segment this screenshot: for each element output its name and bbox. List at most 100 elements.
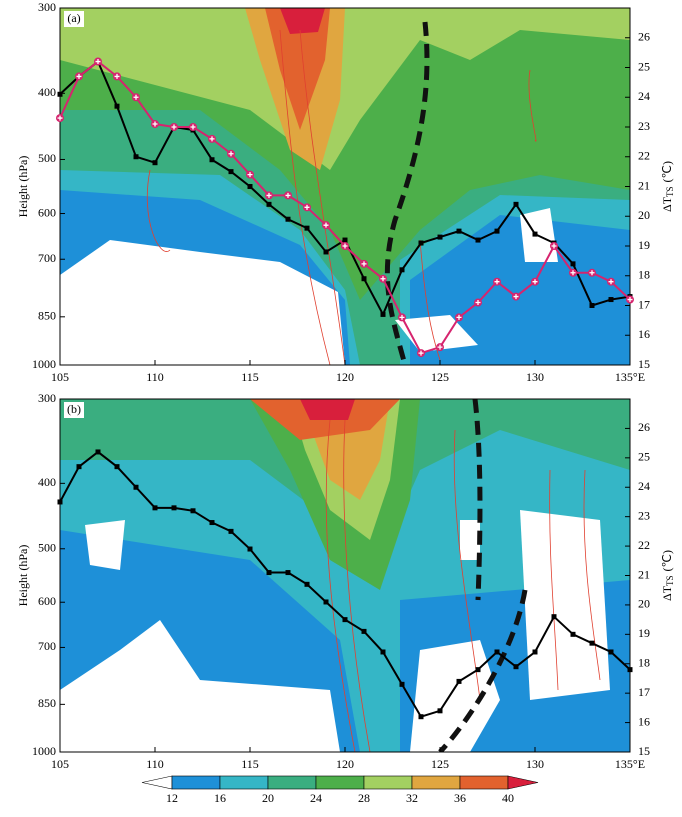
x-tick-label: 115 [241, 757, 259, 771]
point [171, 505, 177, 511]
colorbar-label: 16 [214, 791, 226, 805]
y-tick-label: 700 [38, 251, 56, 265]
y2-tick-label: 19 [638, 626, 650, 640]
point [247, 184, 253, 189]
x-tick-label: 115 [241, 370, 259, 384]
label-part: ΔT [660, 585, 674, 601]
marker-cross [494, 279, 500, 285]
y-axis-label: Height (hPa) [16, 156, 30, 218]
y-tick-label: 400 [38, 85, 56, 99]
x-tick-label: 130 [526, 370, 544, 384]
marker-cross [57, 115, 63, 121]
point [437, 708, 443, 714]
y2-tick-label: 25 [638, 59, 650, 73]
point [360, 259, 368, 268]
point [531, 277, 539, 286]
point [57, 91, 63, 97]
marker-cross [608, 279, 614, 285]
point [304, 225, 310, 231]
point [228, 169, 234, 175]
trough-line [384, 21, 430, 365]
y2-tick-label: 17 [638, 297, 650, 311]
marker-cross [190, 124, 196, 130]
marker-cross [76, 73, 82, 79]
point [304, 581, 310, 587]
colorbar-segment [315, 775, 365, 790]
point [114, 464, 120, 470]
point [266, 570, 272, 576]
y2-tick-label: 15 [638, 357, 650, 371]
marker-cross [285, 192, 291, 198]
point [475, 667, 481, 673]
x-tick-label: 110 [146, 757, 164, 771]
point [342, 617, 348, 623]
y2-tick-label: 22 [638, 149, 650, 163]
marker-cross [95, 59, 101, 65]
point [56, 114, 64, 123]
point [341, 242, 349, 250]
point [494, 649, 500, 655]
panel-label-box [64, 11, 84, 27]
point [570, 631, 576, 637]
label-part: (℃) [660, 550, 674, 571]
point [323, 249, 329, 255]
point [170, 123, 178, 131]
point [266, 201, 272, 207]
point [285, 216, 291, 222]
x-tick-label: 125 [431, 370, 449, 384]
point [607, 277, 615, 286]
y-axis-label: Height (hPa) [16, 545, 30, 607]
point [456, 228, 462, 234]
y-tick-label: 300 [38, 391, 56, 405]
y2-tick-label: 19 [638, 238, 650, 252]
point [551, 614, 557, 620]
point [246, 170, 254, 179]
colorbar-segment [459, 775, 509, 790]
marker-cross [589, 270, 595, 276]
marker-cross [361, 261, 367, 267]
point [474, 298, 482, 307]
y2-tick-label: 16 [638, 327, 650, 341]
point [456, 678, 462, 684]
marker-cross [399, 314, 405, 320]
contour-fill [60, 399, 630, 752]
y2-axis-label: ΔTTS (℃) [660, 161, 675, 212]
y2-tick-label: 15 [638, 744, 650, 758]
marker-cross [456, 314, 462, 320]
colorbar-label: 20 [262, 791, 274, 805]
y2-tick-label: 23 [638, 508, 650, 522]
point [532, 231, 538, 237]
marker-cross [133, 94, 139, 100]
point [132, 93, 140, 102]
y-tick-label: 300 [38, 0, 56, 14]
point [380, 649, 386, 655]
point [475, 237, 481, 243]
point [94, 57, 102, 66]
point [152, 505, 158, 511]
contour [410, 215, 630, 365]
point [493, 277, 501, 286]
panel-label-box [64, 402, 84, 418]
y-tick-label: 1000 [32, 357, 56, 371]
marker-cross [152, 121, 158, 127]
y2-tick-label: 17 [638, 685, 650, 699]
colorbar-segment [219, 775, 269, 790]
y2-tick-label: 22 [638, 538, 650, 552]
marker-cross [418, 350, 424, 356]
point [57, 499, 63, 505]
point [209, 157, 215, 163]
point [342, 237, 348, 243]
marker-cross [627, 297, 633, 303]
point [550, 242, 558, 250]
y-tick-label: 600 [38, 594, 56, 608]
x-tick-label: 135°E [615, 370, 645, 384]
colorbar-segment [411, 775, 461, 790]
contour-line [146, 29, 537, 365]
y2-tick-label: 18 [638, 656, 650, 670]
point [512, 292, 520, 301]
marker-cross [209, 136, 215, 142]
x-tick-label: 120 [336, 757, 354, 771]
y-tick-label: 600 [38, 205, 56, 219]
point [418, 714, 424, 720]
x-tick-label: 110 [146, 370, 164, 384]
